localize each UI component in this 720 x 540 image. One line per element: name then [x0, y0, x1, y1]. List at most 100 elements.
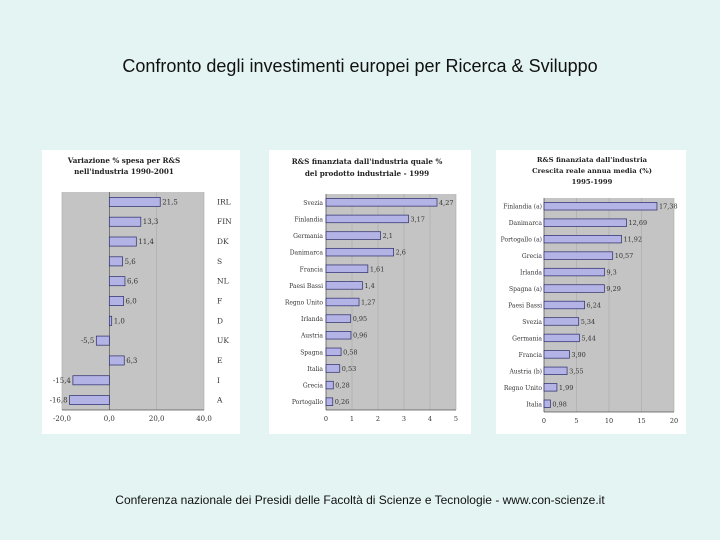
chart-rd-industry-share: R&S finanziata dall'industria quale % del…	[269, 150, 471, 434]
bar	[543, 399, 551, 408]
bar	[325, 281, 363, 290]
category-label: UK	[217, 336, 229, 345]
bar	[325, 314, 352, 323]
bar	[543, 235, 622, 244]
x-tick-label: 5	[574, 417, 578, 425]
category-label: Grecia	[522, 253, 542, 260]
slide-footer: Conferenza nazionale dei Presidi delle F…	[115, 493, 605, 507]
chart-title-line: Crescita reale annua media (%)	[532, 167, 652, 175]
bar	[543, 218, 627, 227]
bar-value-label: 0,95	[353, 315, 367, 323]
category-label: Danimarca	[509, 220, 543, 227]
bar	[108, 315, 113, 326]
category-label: Danimarca	[290, 250, 324, 257]
bar	[69, 395, 110, 405]
chart-title-line: R&S finanziata dall'industria quale %	[292, 157, 443, 166]
bar	[325, 214, 409, 224]
category-label: E	[217, 356, 222, 365]
bar-value-label: 4,27	[439, 199, 453, 207]
bar	[108, 216, 142, 227]
bar	[543, 284, 605, 293]
bar-value-label: -5,5	[81, 337, 95, 345]
category-label: Regno Unito	[504, 385, 543, 392]
category-label: NL	[217, 277, 229, 286]
bar	[95, 335, 110, 346]
bar-value-label: 3,17	[410, 215, 424, 223]
x-tick-label: 20	[670, 417, 678, 425]
category-label: Finlandia	[294, 216, 323, 223]
bar	[543, 251, 614, 260]
chart-title-line: del prodotto industriale - 1999	[305, 169, 429, 178]
category-label: Germania	[293, 233, 323, 240]
category-label: F	[217, 297, 222, 306]
bar	[325, 331, 352, 340]
category-label: Portogallo (a)	[501, 237, 542, 244]
bar	[543, 366, 568, 375]
category-label: FIN	[217, 217, 232, 226]
bar-value-label: 2,6	[396, 249, 406, 257]
bar	[325, 347, 342, 357]
x-tick-label: 2	[376, 415, 380, 423]
x-tick-label: 15	[637, 417, 645, 425]
category-label: S	[217, 257, 222, 266]
x-tick-label: 20,0	[149, 415, 165, 423]
bar-value-label: 1,27	[361, 299, 375, 307]
bar-value-label: 5,6	[125, 258, 137, 266]
bar-value-label: 1,0	[114, 317, 125, 325]
category-label: Grecia	[303, 383, 323, 390]
bar-value-label: 0,53	[342, 365, 356, 373]
bar	[108, 276, 126, 287]
bar-value-label: 21,5	[162, 198, 178, 206]
bar	[108, 355, 125, 366]
bar	[543, 333, 580, 343]
bar	[325, 264, 369, 273]
category-label: Francia	[519, 352, 543, 359]
category-label: Finlandia (a)	[503, 204, 542, 211]
bar-value-label: 3,55	[569, 367, 583, 375]
bar	[325, 297, 360, 307]
bar-value-label: 6,0	[126, 298, 137, 306]
bar	[108, 256, 123, 267]
bar-value-label: 12,69	[628, 219, 647, 227]
category-label: Svezia	[303, 200, 323, 207]
bar-value-label: 5,34	[581, 318, 595, 326]
x-tick-label: 0,0	[104, 415, 115, 423]
bar-value-label: 0,28	[335, 382, 349, 390]
bar	[543, 300, 585, 310]
category-label: A	[216, 396, 223, 405]
bar	[325, 198, 438, 207]
category-label: Irlanda	[301, 316, 323, 323]
bar-value-label: 1,99	[559, 384, 573, 392]
bar-value-label: 6,24	[587, 302, 601, 310]
category-label: Italia	[526, 401, 542, 408]
category-label: Germania	[512, 335, 542, 342]
chart-title-line: R&S finanziata dall'industria	[537, 156, 648, 164]
bar	[325, 397, 334, 406]
x-tick-label: 1	[350, 415, 354, 423]
bar-value-label: 9,3	[606, 269, 616, 277]
x-tick-label: 4	[428, 415, 432, 423]
bar-value-label: 2,1	[383, 232, 393, 240]
x-tick-label: -20,0	[53, 415, 71, 423]
category-label: D	[217, 316, 223, 325]
bar-value-label: 9,29	[606, 285, 620, 293]
bar-value-label: 6,3	[126, 357, 137, 365]
category-label: Austria	[300, 333, 323, 340]
x-tick-label: 5	[454, 415, 458, 423]
bar	[325, 364, 341, 373]
bar-value-label: 10,57	[615, 252, 634, 260]
bar	[543, 267, 605, 277]
category-label: Francia	[300, 266, 324, 273]
category-label: Svezia	[522, 319, 542, 326]
chart-title-line: nell'industria 1990-2001	[74, 167, 174, 176]
bar-value-label: 0,98	[552, 400, 566, 408]
category-label: Italia	[307, 366, 323, 373]
x-tick-label: 0	[542, 417, 546, 425]
bar	[543, 350, 570, 359]
bar	[543, 202, 658, 211]
bar	[108, 296, 124, 306]
category-label: Paesi Bassi	[508, 303, 542, 310]
bar-value-label: -15,4	[53, 377, 71, 385]
bar	[325, 380, 334, 390]
bar	[325, 247, 394, 257]
